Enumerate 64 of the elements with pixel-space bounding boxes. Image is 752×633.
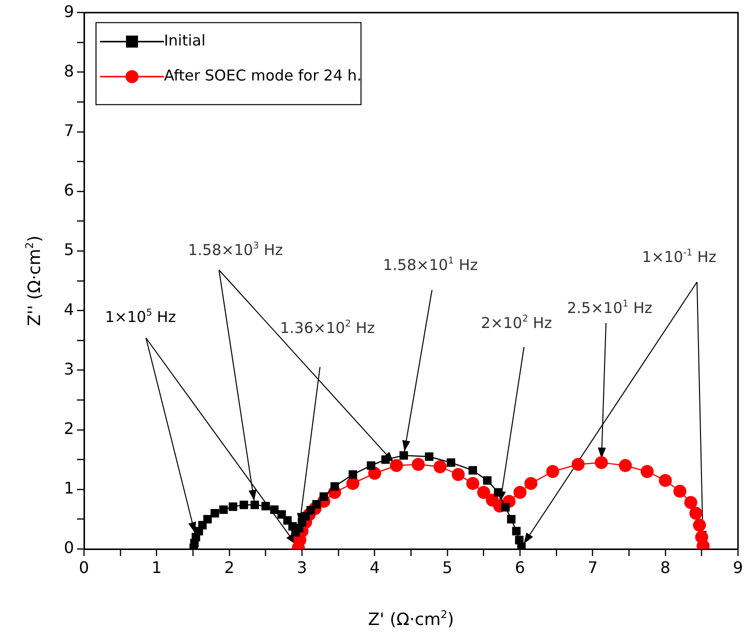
y-tick-label: 2	[64, 418, 74, 438]
x-tick-label: 7	[588, 558, 598, 577]
y-tick-label: 7	[64, 120, 74, 140]
y-tick-label: 6	[64, 180, 74, 200]
point	[399, 451, 408, 460]
x-tick-label: 1	[152, 558, 162, 577]
point	[546, 465, 560, 478]
point	[270, 505, 279, 514]
point	[381, 455, 390, 464]
x-tick-label: 8	[660, 558, 670, 577]
point	[692, 518, 706, 532]
point	[412, 458, 425, 471]
legend-label: After SOEC mode for 24 h.	[164, 66, 362, 84]
point	[240, 500, 248, 510]
point	[594, 456, 608, 470]
y-tick-label: 1	[64, 478, 74, 498]
x-tick-label: 0	[78, 558, 90, 577]
point	[658, 474, 672, 487]
point	[501, 503, 510, 512]
point	[348, 470, 358, 479]
y-tick-label: 4	[64, 300, 74, 319]
point	[452, 468, 465, 481]
point	[572, 458, 585, 471]
y-tick-label: 9	[64, 2, 74, 21]
y-tick-label: 8	[64, 61, 74, 80]
y-tick-label: 3	[64, 359, 74, 378]
point	[219, 505, 228, 514]
point	[434, 460, 447, 474]
point	[673, 484, 686, 498]
y-tick-label: 5	[64, 240, 74, 260]
point	[346, 476, 360, 490]
point	[390, 459, 403, 472]
point	[618, 459, 632, 472]
point	[689, 506, 702, 520]
point	[228, 502, 238, 511]
point	[466, 476, 480, 490]
point	[477, 486, 490, 499]
point	[640, 465, 654, 478]
x-tick-label: 2	[224, 558, 234, 577]
x-tick-label: 4	[370, 558, 380, 577]
legend-label: Initial	[164, 31, 206, 50]
x-tick-label: 6	[514, 558, 526, 577]
point	[494, 488, 502, 497]
x-tick-label: 9	[732, 558, 744, 577]
point	[446, 458, 456, 467]
point	[514, 486, 526, 499]
point	[330, 482, 339, 491]
point	[468, 466, 478, 475]
x-tick-label: 3	[296, 558, 308, 577]
point	[512, 526, 521, 536]
x-tick-label: 5	[442, 558, 452, 577]
point	[261, 502, 270, 510]
point	[366, 461, 376, 470]
y-axis-title: Z'' (Ω·cm2)	[24, 235, 45, 326]
point	[210, 509, 220, 518]
point	[524, 476, 538, 490]
point	[684, 496, 698, 510]
point	[203, 514, 212, 524]
point	[424, 452, 434, 461]
point	[320, 492, 328, 501]
y-tick-label: 0	[64, 538, 74, 558]
point	[483, 476, 492, 485]
point	[507, 514, 516, 524]
point	[250, 500, 260, 510]
